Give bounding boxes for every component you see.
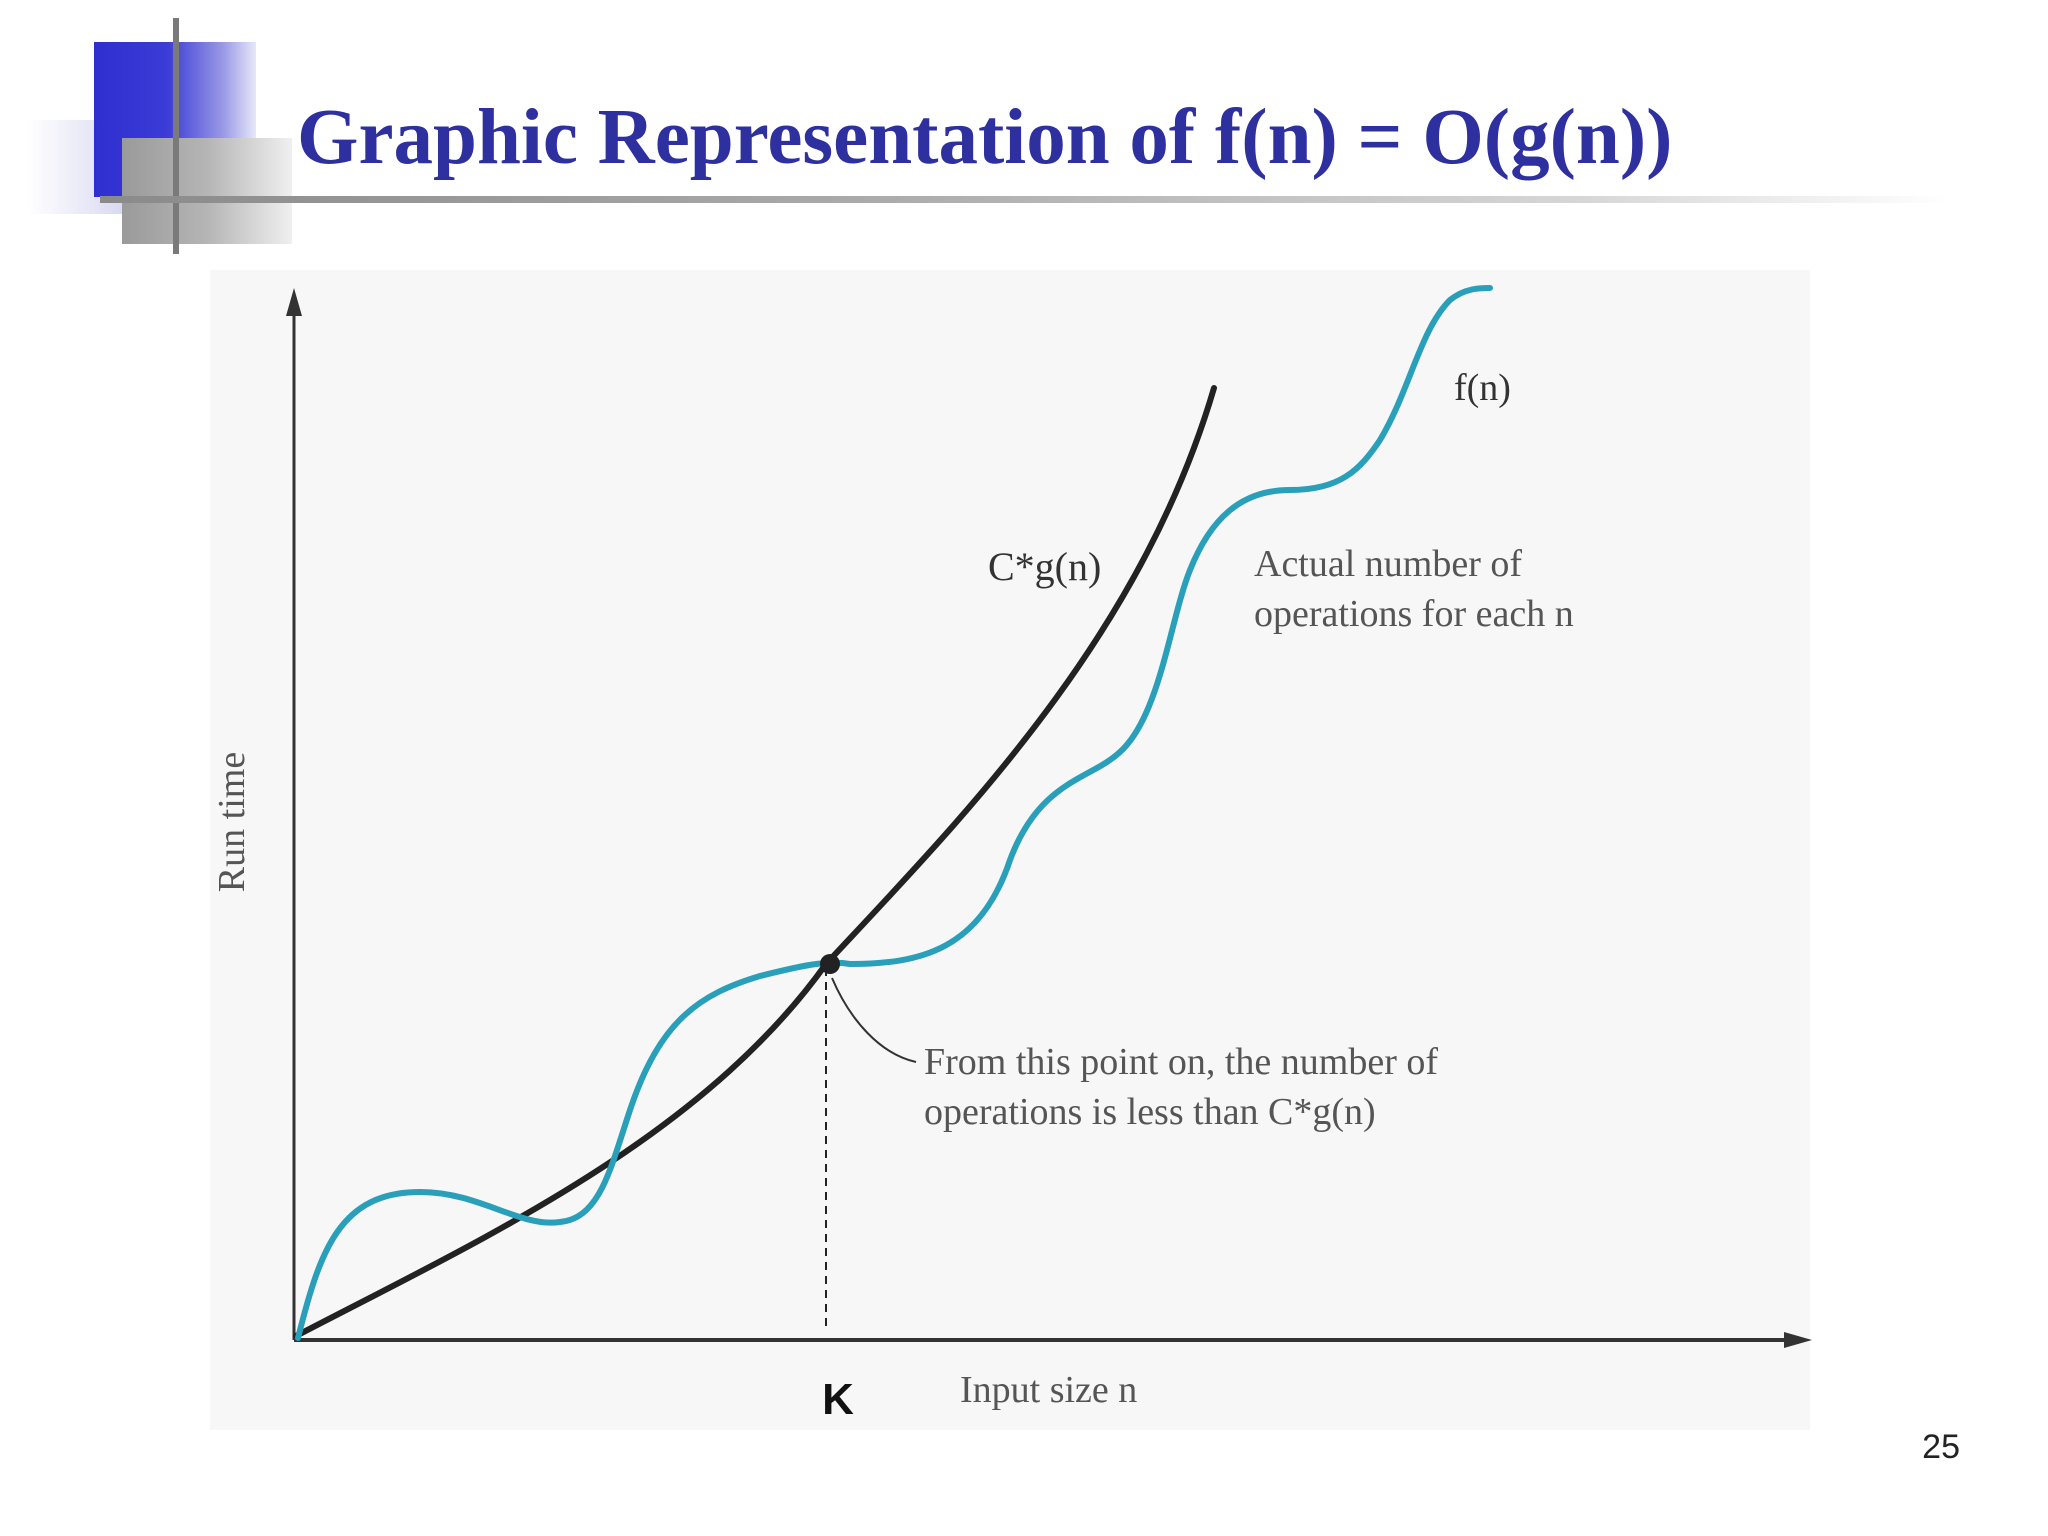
crossover-point [820,954,840,974]
cg-curve-label: C*g(n) [988,544,1101,589]
title-underline [100,196,1950,203]
annotation-leader-line [831,977,917,1063]
decorative-block-gray [122,138,292,244]
y-axis-label: Run time [211,752,253,892]
f-curve [295,285,1493,1341]
y-axis-arrow-icon [286,288,302,316]
slide-title: Graphic Representation of f(n) = O(g(n)) [297,94,1673,181]
x-axis-label: Input size n [960,1369,1137,1411]
page-number: 25 [1922,1428,1960,1466]
k-label: K [822,1375,854,1424]
diagram-background [210,270,1810,1430]
actual-operations-label-line2: operations for each n [1254,593,1574,635]
decorative-vertical-line [173,18,179,254]
x-axis-arrow-icon [1784,1332,1812,1348]
f-curve-label: f(n) [1454,367,1511,409]
from-point-label-line1: From this point on, the number of [924,1041,1438,1083]
actual-operations-label-line1: Actual number of [1254,543,1522,585]
from-point-label-line2: operations is less than C*g(n) [924,1091,1376,1133]
